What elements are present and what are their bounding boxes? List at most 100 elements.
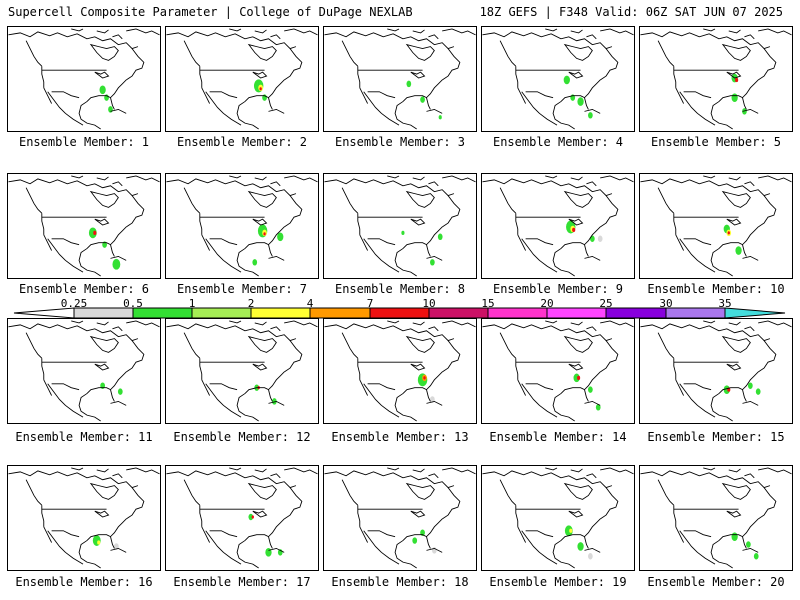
map-outline — [201, 379, 211, 396]
scp-contour-green — [746, 541, 751, 548]
map-outline — [683, 383, 712, 391]
map-outline — [254, 321, 267, 326]
map-outline — [236, 540, 259, 569]
scp-contour-green — [577, 542, 584, 551]
map-outline — [683, 238, 712, 246]
scp-contour-green — [252, 259, 258, 266]
map-outline — [252, 363, 268, 371]
scp-contour-yellow — [569, 528, 573, 533]
map-outline — [8, 178, 139, 197]
ensemble-member-map-4 — [481, 26, 635, 132]
map-outline — [426, 108, 443, 114]
map-outline — [96, 29, 109, 34]
map-outline — [126, 467, 160, 475]
map-outline — [545, 175, 558, 179]
ensemble-member-map-20 — [639, 465, 793, 571]
map-outline — [525, 238, 554, 246]
scp-contour-green — [753, 553, 759, 560]
map-outline — [758, 320, 792, 328]
map-svg — [640, 467, 792, 569]
scp-contour-green — [731, 93, 738, 102]
map-outline — [199, 505, 203, 527]
scp-contour-green — [117, 388, 123, 395]
map-outline — [244, 371, 285, 394]
map-outline — [166, 178, 297, 197]
map-outline — [675, 87, 685, 104]
ensemble-member-map-15 — [639, 318, 793, 424]
ensemble-member-map-12 — [165, 318, 319, 424]
map-outline — [205, 383, 242, 418]
scp-contour-green — [272, 398, 277, 405]
map-outline — [283, 48, 303, 81]
map-outline — [94, 510, 110, 518]
map-outline — [441, 340, 461, 373]
map-outline — [71, 28, 84, 32]
map-outline — [89, 43, 119, 61]
map-outline — [742, 400, 759, 406]
map-outline — [363, 238, 400, 273]
colorbar-tick-label: 25 — [599, 297, 613, 310]
map-outline — [683, 91, 712, 99]
map-outline — [359, 379, 369, 396]
map-outline — [86, 518, 127, 541]
map-outline — [426, 536, 431, 549]
map-outline — [43, 526, 53, 543]
map-outline — [600, 320, 634, 328]
scp-contour-yellow — [97, 540, 101, 545]
map-outline — [584, 400, 601, 406]
colorbar-tick-label: 15 — [481, 297, 495, 310]
map-outline — [515, 213, 519, 235]
map-outline — [521, 91, 558, 126]
ensemble-member-label: Ensemble Member: 6 — [18, 282, 150, 296]
map-outline — [499, 479, 517, 506]
colorbar-tick-label: 0.25 — [60, 297, 88, 310]
scp-contour-green — [401, 230, 405, 236]
map-outline — [673, 213, 677, 235]
map-outline — [482, 178, 613, 197]
map-outline — [441, 195, 461, 228]
colorbar-segment — [546, 307, 607, 319]
map-outline — [201, 526, 211, 543]
map-outline — [341, 479, 359, 506]
map-outline — [367, 383, 396, 391]
map-outline — [744, 34, 755, 40]
map-outline — [43, 379, 53, 396]
map-outline — [78, 393, 101, 422]
map-outline — [268, 547, 285, 553]
map-outline — [679, 530, 716, 565]
map-outline — [552, 248, 575, 277]
map-outline — [426, 97, 431, 110]
map-outline — [244, 518, 285, 541]
map-outline — [41, 505, 45, 527]
ensemble-member-label: Ensemble Member: 13 — [331, 430, 469, 444]
map-svg — [166, 320, 318, 422]
map-outline — [525, 383, 554, 391]
map-outline — [683, 530, 712, 538]
map-outline — [442, 320, 476, 328]
map-outline — [412, 321, 425, 326]
map-outline — [247, 335, 277, 353]
map-outline — [209, 238, 238, 246]
map-outline — [586, 473, 597, 479]
map-outline — [560, 226, 601, 249]
map-outline — [563, 43, 593, 61]
map-outline — [270, 181, 281, 187]
colorbar-segment — [605, 307, 667, 319]
map-outline — [703, 28, 716, 32]
map-svg — [8, 320, 160, 422]
map-outline — [560, 518, 601, 541]
map-outline — [584, 389, 589, 402]
map-outline — [482, 470, 613, 489]
colorbar-tick-label: 0.5 — [123, 297, 143, 310]
map-outline — [394, 393, 417, 422]
map-outline — [718, 518, 759, 541]
scp-contour-green — [420, 96, 425, 103]
scp-contour-red — [727, 231, 730, 235]
map-outline — [268, 108, 285, 114]
map-outline — [199, 66, 203, 88]
map-outline — [412, 468, 425, 473]
map-outline — [525, 530, 554, 538]
map-outline — [563, 335, 593, 353]
map-outline — [270, 473, 281, 479]
map-outline — [405, 190, 435, 208]
